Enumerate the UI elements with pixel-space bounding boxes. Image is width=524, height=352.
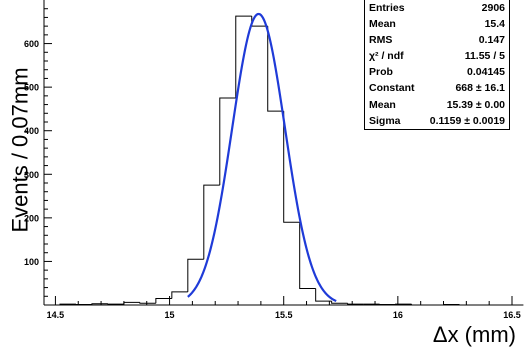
histogram-bin <box>155 297 172 304</box>
x-tick-label: 14.5 <box>47 310 65 320</box>
histogram-bin <box>203 184 220 260</box>
histogram-bin <box>331 301 348 304</box>
stats-value: 15.4 <box>484 18 505 31</box>
stats-key: Entries <box>369 2 405 14</box>
stats-key: RMS <box>369 34 393 47</box>
y-tick-label: 600 <box>24 39 39 49</box>
histogram-bin <box>299 222 316 289</box>
stats-value: 668 ± 16.1 <box>455 82 505 95</box>
stats-value: 0.04145 <box>467 66 505 79</box>
y-tick-label: 500 <box>24 83 39 93</box>
histogram-bin <box>123 301 140 305</box>
stats-box: Entries 2906 Mean 15.4 RMS 0.147 χ² / nd… <box>364 0 510 130</box>
histogram-bin <box>219 97 236 186</box>
histogram-bin <box>235 15 252 99</box>
stats-value: 0.1159 ± 0.0019 <box>429 114 505 127</box>
stats-value: 11.55 / 5 <box>464 50 505 63</box>
x-tick-label: 16 <box>393 310 403 320</box>
histogram-bin <box>283 111 300 223</box>
histogram-bin <box>59 303 76 305</box>
y-tick-label: 300 <box>24 170 39 180</box>
x-tick-label: 15.5 <box>275 310 293 320</box>
stats-key: χ² / ndf <box>369 50 404 63</box>
stats-row-rms: RMS 0.147 <box>365 32 509 48</box>
y-axis-label-text: Events / 0.07mm <box>8 67 34 233</box>
stats-row-chi2: χ² / ndf 11.55 / 5 <box>365 48 509 64</box>
stats-row-sigma: Sigma 0.1159 ± 0.0019 <box>365 113 509 129</box>
x-axis-label: Δx (mm) <box>432 322 516 347</box>
gaussian-fit-series <box>187 12 337 303</box>
histogram-bin <box>267 26 284 112</box>
stats-row-prob: Prob 0.04145 <box>365 64 509 80</box>
stats-key: Prob <box>369 66 393 79</box>
stats-value: 15.39 ± 0.00 <box>446 98 505 111</box>
fit-curve <box>187 12 337 303</box>
histogram-bin <box>347 303 364 305</box>
stats-row-fit-mean: Mean 15.39 ± 0.00 <box>365 97 509 113</box>
stats-row-mean: Mean 15.4 <box>365 16 509 32</box>
y-tick-label: 200 <box>24 213 39 223</box>
histogram-bin <box>91 303 108 305</box>
tick-labels: 100 200 300 400 500 600 14.5 15 15.5 16 16.5 <box>24 39 521 320</box>
stats-key: Mean <box>369 18 396 31</box>
stats-value: 2906 <box>481 2 505 14</box>
stats-key: Mean <box>369 98 396 111</box>
stats-row-entries: Entries 2906 <box>365 0 509 16</box>
histogram-bin <box>411 304 428 306</box>
x-tick-label: 15 <box>165 310 175 320</box>
stats-key: Constant <box>369 82 415 95</box>
histogram-bin <box>139 302 156 304</box>
y-tick-label: 100 <box>24 257 39 267</box>
x-tick-label: 16.5 <box>503 310 521 320</box>
stats-row-constant: Constant 668 ± 16.1 <box>365 80 509 96</box>
histogram-bin <box>187 258 204 292</box>
histogram-bin <box>171 291 188 299</box>
stats-value: 0.147 <box>478 34 505 47</box>
stats-key: Sigma <box>369 114 401 127</box>
histogram-series <box>44 15 524 306</box>
histogram-bin <box>315 288 332 302</box>
y-tick-label: 400 <box>24 126 39 136</box>
y-axis-label: Events / 0.07mm <box>0 0 43 300</box>
